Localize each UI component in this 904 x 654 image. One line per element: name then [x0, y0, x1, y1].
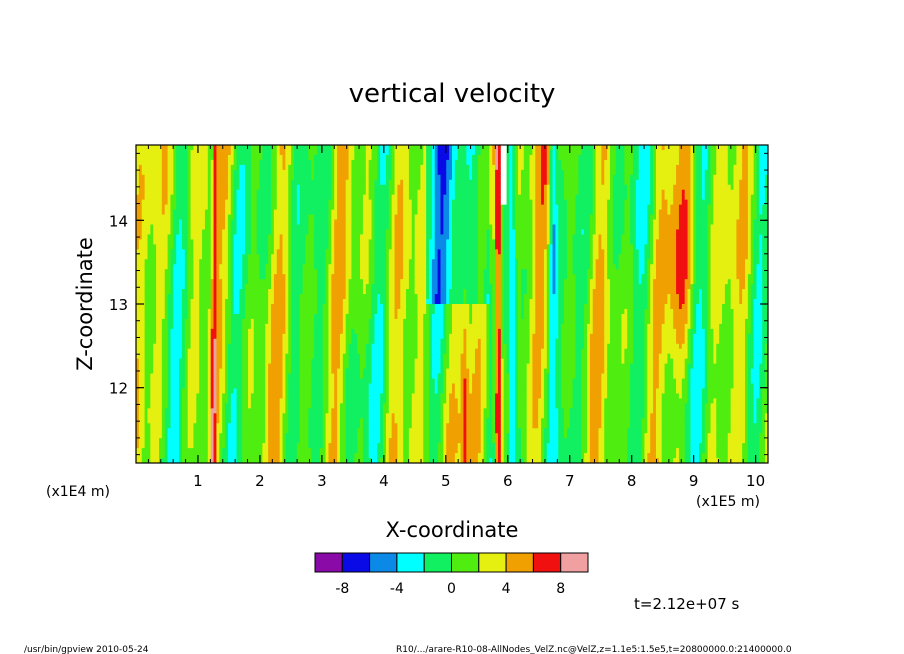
y-tick-label: 14: [109, 212, 128, 230]
colorbar-swatch: [532, 552, 562, 573]
colorbar-swatch: [478, 552, 507, 573]
y-tick-label: 13: [109, 296, 128, 314]
colorbar-swatch: [560, 552, 589, 573]
colorbar-tick-label: 4: [502, 581, 511, 597]
colorbar: -8 -4 0 4 8: [314, 552, 589, 597]
colorbar-swatch: [451, 552, 480, 573]
colorbar-swatch: [505, 552, 534, 573]
chart-title: vertical velocity: [349, 79, 556, 109]
colorbar-swatch: [369, 552, 398, 573]
y-tick-label: 12: [109, 380, 128, 398]
x-tick-label: 8: [627, 472, 637, 490]
x-tick-label: 6: [503, 472, 513, 490]
x-unit-label: (x1E5 m): [696, 494, 760, 510]
x-tick-label: 10: [746, 472, 765, 490]
velocity-field: [136, 145, 768, 463]
x-tick-label: 4: [379, 472, 389, 490]
colorbar-swatch: [396, 552, 425, 573]
colorbar-swatch: [341, 552, 371, 573]
y-axis: 12 13 14: [109, 152, 768, 456]
x-tick-label: 9: [689, 472, 699, 490]
x-axis: 1 2 3 4 5 6 7 8 9 10: [147, 145, 769, 490]
y-unit-label: (x1E4 m): [46, 484, 110, 500]
colorbar-swatch: [423, 552, 453, 573]
time-label: t=2.12e+07 s: [634, 595, 740, 613]
x-tick-label: 2: [255, 472, 265, 490]
x-tick-label: 3: [317, 472, 327, 490]
colorbar-swatch: [314, 552, 343, 573]
colorbar-tick-label: 8: [556, 581, 565, 597]
x-axis-label: X-coordinate: [386, 518, 519, 542]
colorbar-tick-label: -8: [335, 581, 349, 597]
colorbar-tick-label: 0: [447, 581, 456, 597]
colorbar-tick-label: -4: [390, 581, 404, 597]
footer-right: R10/.../arare-R10-08-AllNodes_VelZ.nc@Ve…: [396, 645, 792, 654]
x-tick-label: 5: [441, 472, 451, 490]
y-axis-label: Z-coordinate: [73, 237, 97, 371]
x-tick-label: 1: [193, 472, 203, 490]
footer-left: /usr/bin/gpview 2010-05-24: [24, 645, 149, 654]
x-tick-label: 7: [565, 472, 575, 490]
